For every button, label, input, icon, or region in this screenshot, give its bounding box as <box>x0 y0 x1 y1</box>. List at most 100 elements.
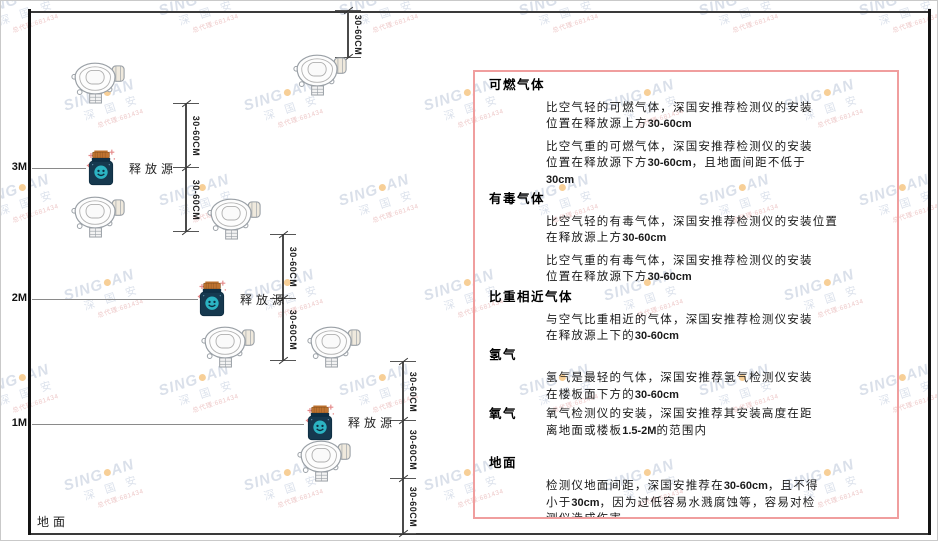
watermark-sub-text: 总代理:681434 <box>551 12 600 35</box>
dimension-tick <box>335 57 361 58</box>
section-heading: 有毒气体 <box>489 192 546 207</box>
watermark-sub-text: 总代理:681434 <box>276 487 325 510</box>
watermark-cn-text: 深 国 安 <box>177 378 237 409</box>
dimension-tick <box>390 478 416 479</box>
orange-dot-icon <box>102 278 112 288</box>
gas-detector-icon <box>67 61 125 107</box>
level-label-3m: 3M <box>11 161 27 173</box>
watermark-sub-text: 总代理:681434 <box>191 392 240 415</box>
level-label-2m: 2M <box>11 292 27 304</box>
left-wall-line <box>28 9 31 535</box>
gas-detector-icon <box>197 325 255 371</box>
orange-dot-icon <box>17 1 27 3</box>
section-heading: 比重相近气体 <box>489 289 574 304</box>
orange-dot-icon <box>377 183 387 193</box>
dimension-line <box>402 362 404 534</box>
dimension-tick <box>270 234 296 235</box>
dimension-line <box>185 104 187 232</box>
dimension-tick <box>270 298 296 299</box>
dimension-tick <box>390 533 416 534</box>
section-body: 检测仪地面间距，深国安推荐在30-60cm，且不得 小于30cm，因为过低容易水溅… <box>546 478 887 519</box>
section-body: 与空气比重相近的气体，深国安推荐检测仪安装 在释放源上下的30-60cm <box>546 312 887 345</box>
section-body: 氢气是最轻的气体，深国安推荐氢气检测仪安装 在楼板面下方的30-60cm <box>546 370 887 403</box>
dimension-label: 30-60CM <box>288 309 298 351</box>
release-source-label: 释放源 <box>240 293 289 307</box>
gas-detector-icon <box>203 197 261 243</box>
dimension-tick <box>390 420 416 421</box>
right-wall-line <box>928 9 931 535</box>
release-source-label: 释放源 <box>129 162 178 176</box>
watermark-cn-text: 深 国 安 <box>357 0 417 29</box>
section-paragraph: 检测仪地面间距，深国安推荐在30-60cm，且不得 小于30cm，因为过低容易水溅… <box>546 480 819 519</box>
dimension-line <box>347 11 349 58</box>
orange-dot-icon <box>282 468 292 478</box>
watermark-cn-text: 深 国 安 <box>717 0 777 29</box>
section-paragraph: 比空气重的有毒气体，深国安推荐检测仪的安装 位置在释放源下方30-60cm <box>546 254 813 284</box>
section-body: 比空气轻的可燃气体，深国安推荐检测仪的安装 位置在释放源上方30-60cm 比空气重… <box>546 100 887 188</box>
ground-label: 地面 <box>37 515 70 529</box>
section-paragraph: 比空气轻的可燃气体，深国安推荐检测仪的安装 位置在释放源上方30-60cm <box>546 102 813 131</box>
section-paragraph: 氢气是最轻的气体，深国安推荐氢气检测仪安装 在楼板面下方的30-60cm <box>546 372 813 401</box>
section-body: 比空气轻的有毒气体，深国安推荐检测仪的安装位置 在释放源上方30-60cm 比空气重… <box>546 214 887 286</box>
dimension-tick <box>270 360 296 361</box>
orange-dot-icon <box>897 183 907 193</box>
orange-dot-icon <box>197 1 207 3</box>
gas-detector-icon <box>289 53 347 99</box>
orange-dot-icon <box>462 468 472 478</box>
section-heading: 可燃气体 <box>489 78 546 92</box>
panel-section-toxic: 有毒气体 比空气轻的有毒气体，深国安推荐检测仪的安装位置 在释放源上方30-60cm… <box>489 191 887 286</box>
dimension-tick <box>335 10 361 11</box>
level-line-3m <box>32 168 86 169</box>
release-source-label: 释放源 <box>348 416 397 430</box>
dimension-label: 30-60CM <box>408 429 418 471</box>
level-line-2m <box>32 299 198 300</box>
section-paragraph: 氧气检测仪的安装，深国安推荐其安装高度在距 离地面或楼板1.5-2M的范围内 <box>546 408 813 437</box>
section-paragraph: 比空气重的可燃气体，深国安推荐检测仪的安装 位置在释放源下方30-60cm，且地面… <box>546 140 813 186</box>
orange-dot-icon <box>17 373 27 383</box>
watermark-sub-text: 总代理:681434 <box>191 12 240 35</box>
ceiling-line <box>29 11 931 13</box>
watermark-cn-text: 深 国 安 <box>177 0 237 29</box>
dimension-label: 30-60CM <box>288 246 298 288</box>
release-source-icon <box>305 403 335 443</box>
level-label-1m: 1M <box>11 417 27 429</box>
gas-detector-icon <box>303 325 361 371</box>
watermark-sub-text: 总代理:681434 <box>11 202 60 225</box>
orange-dot-icon <box>377 373 387 383</box>
dimension-tick <box>173 167 199 168</box>
watermark-cn-text: 深 国 安 <box>82 473 142 504</box>
info-panel: 可燃气体 比空气轻的可燃气体，深国安推荐检测仪的安装 位置在释放源上方30-60cm… <box>473 70 899 519</box>
panel-section-hydrogen: 氢气 氢气是最轻的气体，深国安推荐氢气检测仪安装 在楼板面下方的30-60cm <box>489 347 887 403</box>
gas-detector-icon <box>67 195 125 241</box>
dimension-tick <box>390 361 416 362</box>
orange-dot-icon <box>897 1 907 3</box>
section-heading: 地面 <box>489 456 518 471</box>
dimension-tick <box>173 231 199 232</box>
dimension-label: 30-60CM <box>408 371 418 412</box>
watermark-sub-text: 总代理:681434 <box>11 392 60 415</box>
orange-dot-icon <box>17 183 27 193</box>
watermark-cn-text: 深 国 安 <box>537 0 597 29</box>
watermark-sub-text: 总代理:681434 <box>96 107 145 130</box>
section-body: 氧气检测仪的安装，深国安推荐其安装高度在距 离地面或楼板1.5-2M的范围内 <box>546 406 813 439</box>
orange-dot-icon <box>197 373 207 383</box>
level-line-1m <box>32 424 304 425</box>
watermark-sub-text: 总代理:681434 <box>371 12 420 35</box>
watermark-cn-text: 深 国 安 <box>82 283 142 314</box>
